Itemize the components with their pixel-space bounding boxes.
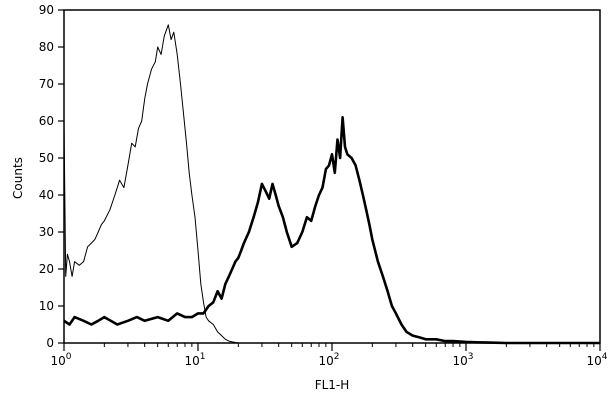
y-axis-label: Counts [11,157,25,199]
plot-frame [63,9,601,344]
series-line-thick [63,116,600,345]
x-tick-label: 102 [318,352,339,368]
x-tick-exponent: 1 [200,352,206,362]
y-tick-label: 30 [39,225,54,239]
y-tick-label: 70 [39,77,54,91]
y-tick-label: 40 [39,188,54,202]
series-line-thin [63,24,600,344]
y-tick-label: 80 [39,40,54,54]
x-axis: 100 101 102 103 104 [50,343,608,368]
x-tick-exponent: 0 [66,352,72,362]
x-tick-label: 104 [586,352,607,368]
y-tick-label: 90 [39,3,54,17]
x-tick-label: 100 [50,352,71,368]
x-tick-base: 10 [586,354,601,368]
x-tick-base: 10 [184,354,199,368]
y-tick-label: 50 [39,151,54,165]
y-tick-label: 10 [39,299,54,313]
x-tick-base: 10 [50,354,65,368]
x-tick-base: 10 [318,354,333,368]
y-tick-label: 20 [39,262,54,276]
x-tick-label: 101 [184,352,205,368]
y-tick-label: 0 [46,336,54,350]
x-tick-exponent: 3 [468,352,474,362]
x-tick-base: 10 [452,354,467,368]
y-tick-label: 60 [39,114,54,128]
series-layer [63,24,600,345]
x-tick-label: 103 [452,352,473,368]
x-axis-label: FL1-H [315,378,350,392]
x-tick-exponent: 2 [334,352,340,362]
y-axis: 0 10 20 30 40 50 60 70 80 90 [39,3,64,350]
x-tick-exponent: 4 [602,352,608,362]
